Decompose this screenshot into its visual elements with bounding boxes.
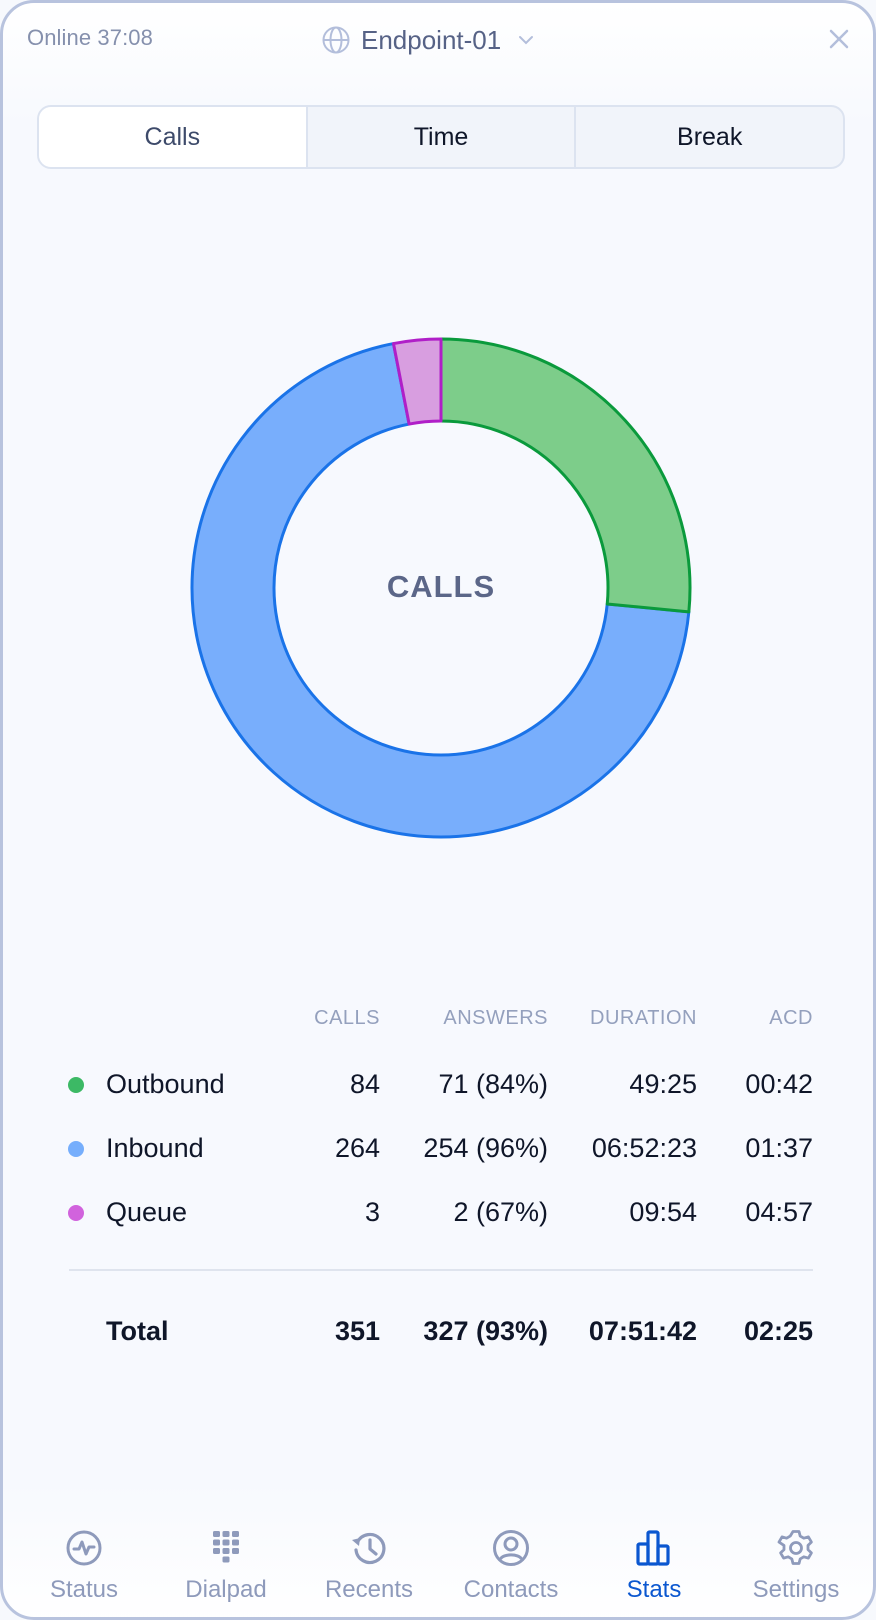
nav-contacts[interactable]: Contacts xyxy=(441,1528,581,1608)
nav-label: Status xyxy=(49,1576,119,1603)
calls-value: 264 xyxy=(334,1133,380,1163)
answers-value: 71 (84%) xyxy=(438,1069,548,1099)
acd-value: 04:57 xyxy=(745,1197,813,1227)
inbound-legend-dot xyxy=(68,1141,84,1157)
answers-total: 327 (93%) xyxy=(423,1316,548,1346)
calls-total: 351 xyxy=(334,1316,380,1346)
tab-time[interactable]: Time xyxy=(305,107,575,167)
donut-slice-inbound[interactable] xyxy=(190,342,691,839)
table-divider xyxy=(69,1269,813,1271)
donut-center-label: CALLS xyxy=(386,569,496,604)
row-label: Outbound xyxy=(106,1069,225,1099)
nav-label: Dialpad xyxy=(185,1576,267,1603)
globe-icon xyxy=(322,26,350,54)
activity-icon xyxy=(66,1530,102,1566)
duration-value: 49:25 xyxy=(629,1069,697,1099)
acd-total: 02:25 xyxy=(743,1316,813,1346)
bar-chart-icon xyxy=(636,1530,670,1566)
answers-value: 2 (67%) xyxy=(453,1197,548,1227)
duration-value: 06:52:23 xyxy=(591,1133,697,1163)
nav-label: Contacts xyxy=(463,1576,559,1603)
gear-icon xyxy=(777,1530,813,1565)
donut-slice-outbound[interactable] xyxy=(439,337,692,614)
dialpad-icon xyxy=(213,1531,239,1563)
nav-label: Recents xyxy=(324,1576,414,1603)
nav-label: Settings xyxy=(752,1576,840,1603)
column-header-acd: ACD xyxy=(769,1007,813,1029)
calls-value: 3 xyxy=(364,1197,380,1227)
row-label: Queue xyxy=(106,1197,188,1227)
duration-value: 09:54 xyxy=(629,1197,697,1227)
column-header-duration: DURATION xyxy=(590,1007,697,1029)
nav-stats[interactable]: Stats xyxy=(584,1528,724,1608)
donut-slice-queue[interactable] xyxy=(391,337,443,426)
stats-tabs: Calls Time Break xyxy=(37,105,845,169)
endpoint-selector[interactable]: Endpoint-01 xyxy=(321,21,535,59)
row-label: Inbound xyxy=(106,1133,204,1163)
calls-value: 84 xyxy=(349,1069,380,1099)
endpoint-name: Endpoint-01 xyxy=(361,24,502,55)
nav-label: Stats xyxy=(626,1576,682,1603)
close-icon[interactable] xyxy=(827,27,851,51)
table-row-total: Total 351 327 (93%) 07:51:42 02:25 xyxy=(3,1312,873,1352)
column-header-answers: ANSWERS xyxy=(443,1007,548,1029)
nav-settings[interactable]: Settings xyxy=(726,1528,866,1608)
acd-value: 00:42 xyxy=(745,1069,813,1099)
calls-donut-chart xyxy=(190,337,692,839)
tab-calls[interactable]: Calls xyxy=(39,107,306,167)
history-icon xyxy=(352,1532,386,1565)
answers-value: 254 (96%) xyxy=(423,1133,548,1163)
column-header-calls: CALLS xyxy=(314,1007,380,1029)
acd-value: 01:37 xyxy=(745,1133,813,1163)
tab-break[interactable]: Break xyxy=(574,107,843,167)
table-row-outbound: Outbound 84 71 (84%) 49:25 00:42 xyxy=(3,1065,873,1105)
chevron-down-icon xyxy=(519,36,534,45)
online-status: Online 37:08 xyxy=(27,25,153,50)
table-row-inbound: Inbound 264 254 (96%) 06:52:23 01:37 xyxy=(3,1129,873,1169)
duration-total: 07:51:42 xyxy=(588,1316,697,1346)
nav-dialpad[interactable]: Dialpad xyxy=(156,1528,296,1608)
queue-legend-dot xyxy=(68,1205,84,1221)
table-row-queue: Queue 3 2 (67%) 09:54 04:57 xyxy=(3,1193,873,1233)
row-label: Total xyxy=(106,1316,169,1346)
outbound-legend-dot xyxy=(68,1077,84,1093)
nav-recents[interactable]: Recents xyxy=(299,1528,439,1608)
user-circle-icon xyxy=(493,1530,529,1566)
nav-status[interactable]: Status xyxy=(14,1528,154,1608)
